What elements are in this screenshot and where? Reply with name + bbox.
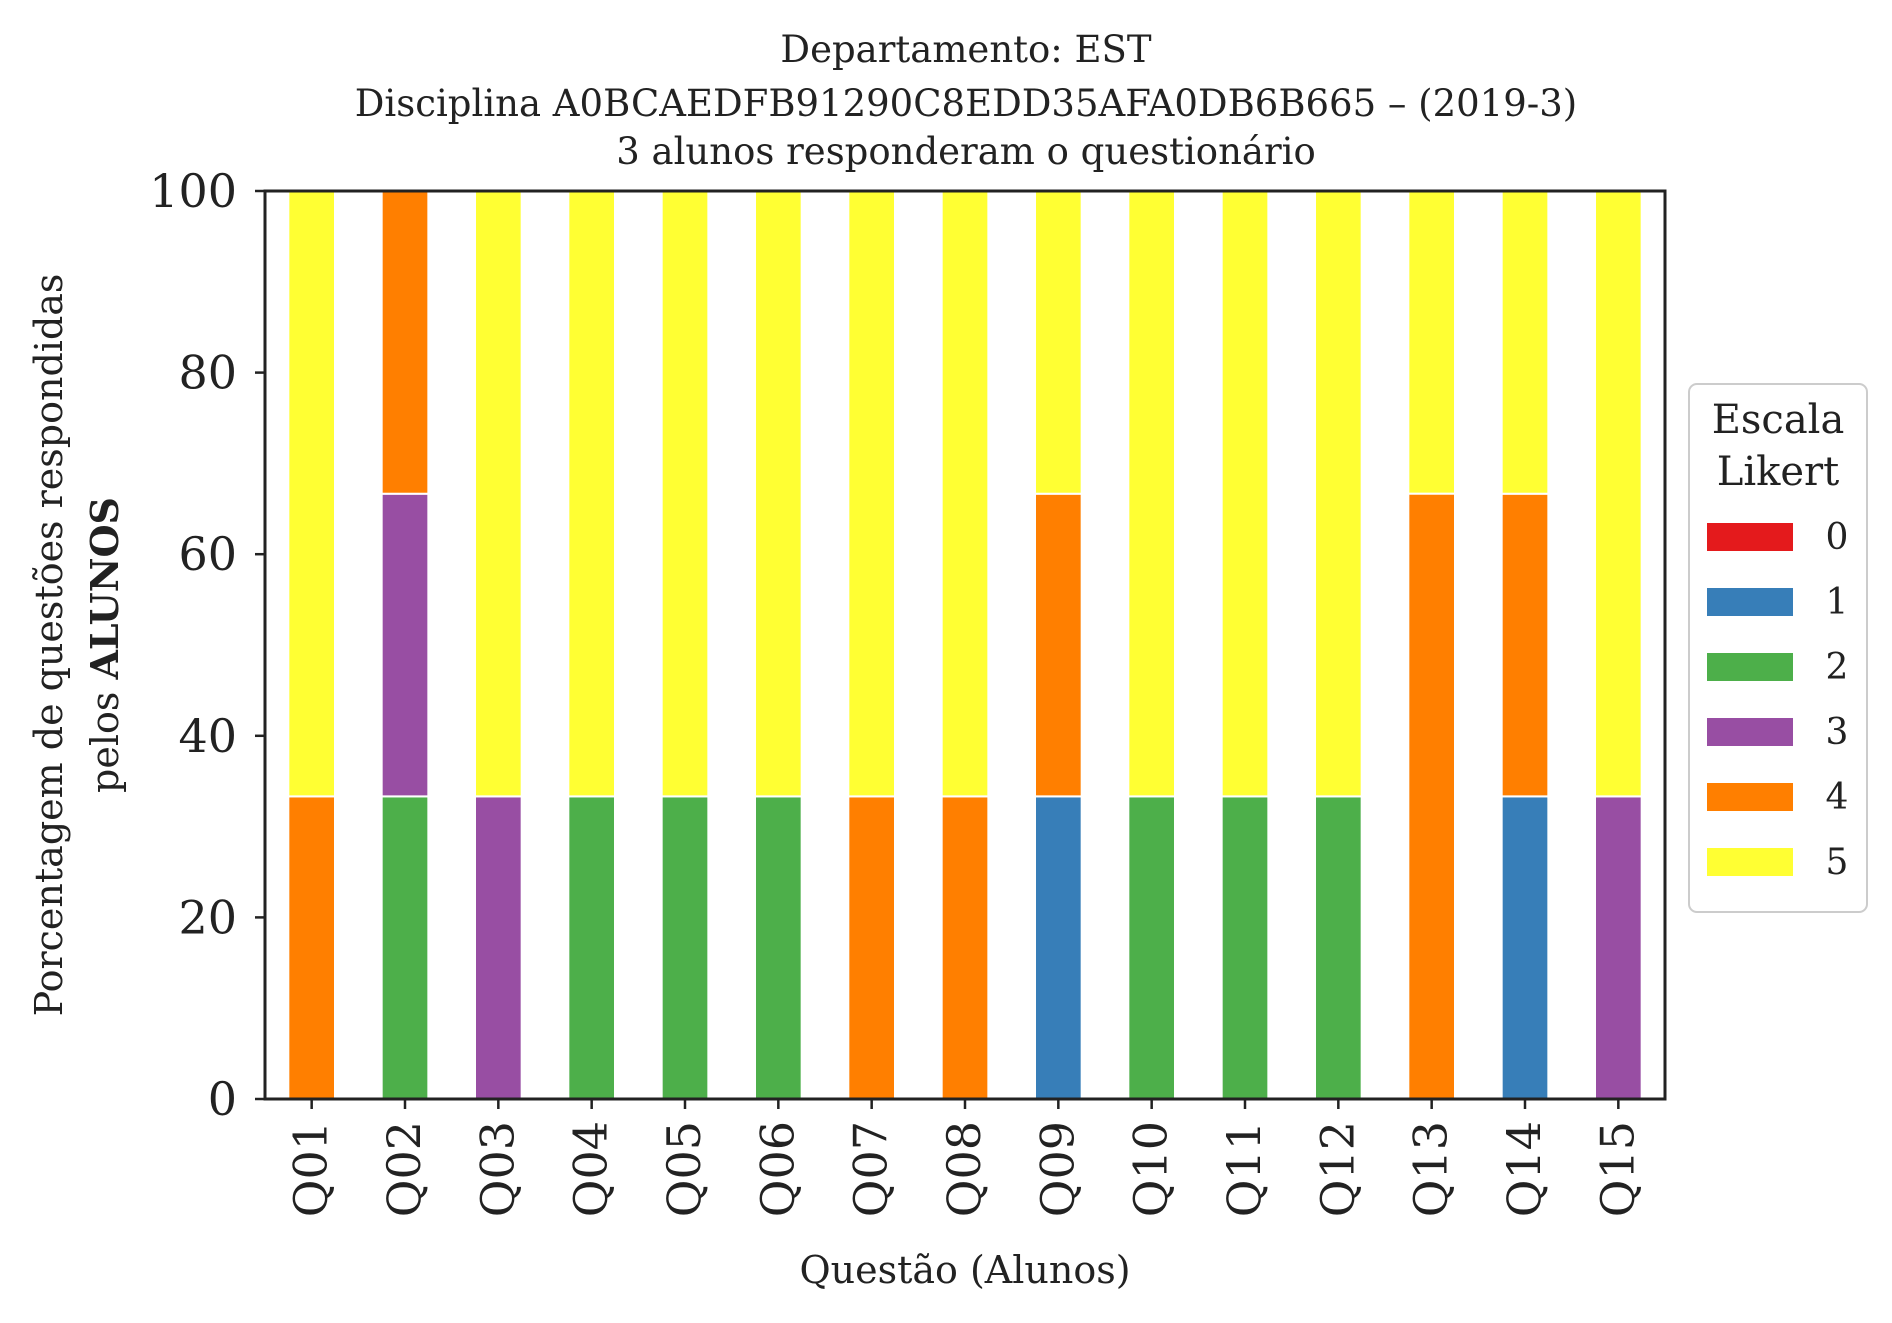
bar-segment-q08-likert-4 xyxy=(940,795,990,1100)
bar-segment-q13-likert-4 xyxy=(1407,492,1456,1100)
x-tick-label-q08: Q08 xyxy=(937,1121,991,1217)
bar-segment-q12-likert-5 xyxy=(1314,190,1363,798)
bar-segment-q05-likert-5 xyxy=(660,190,710,798)
y-tick-label-80: 80 xyxy=(178,346,237,400)
legend-swatch-1 xyxy=(1707,588,1793,616)
y-axis-label-line1: Porcentagem de questões respondidas xyxy=(27,274,71,1017)
legend-label-1: 1 xyxy=(1826,582,1849,623)
legend-frame xyxy=(1688,383,1868,913)
bar-segment-q15-likert-5 xyxy=(1594,190,1643,798)
legend-label-3: 3 xyxy=(1826,712,1849,753)
bar-segment-q11-likert-5 xyxy=(1220,190,1270,798)
y-tick-label-0: 0 xyxy=(208,1072,237,1126)
bar-segment-q14-likert-4 xyxy=(1500,492,1550,798)
bar-segment-q02-likert-3 xyxy=(380,492,430,798)
bar-segment-q08-likert-5 xyxy=(940,190,990,798)
x-tick-label-q05: Q05 xyxy=(657,1121,711,1217)
bar-segment-q09-likert-4 xyxy=(1034,492,1083,798)
x-tick-label-q07: Q07 xyxy=(844,1121,898,1217)
x-tick-label-q06: Q06 xyxy=(750,1121,804,1217)
y-axis-label-prefix: pelos xyxy=(83,680,127,793)
bar-segment-q07-likert-4 xyxy=(847,795,897,1100)
bar-segment-q03-likert-5 xyxy=(474,190,523,798)
bar-segment-q04-likert-5 xyxy=(567,190,617,798)
legend-label-2: 2 xyxy=(1826,647,1849,688)
x-tick-label-q12: Q12 xyxy=(1310,1121,1364,1217)
bar-segment-q14-likert-1 xyxy=(1500,795,1550,1100)
bar-segment-q01-likert-4 xyxy=(287,795,336,1100)
x-tick-label-q13: Q13 xyxy=(1404,1121,1458,1217)
y-tick-label-60: 60 xyxy=(178,527,237,581)
bar-segment-q02-likert-4 xyxy=(380,190,430,495)
legend-swatch-3 xyxy=(1707,718,1793,746)
bar-segment-q06-likert-5 xyxy=(754,190,803,798)
bar-segment-q10-likert-5 xyxy=(1127,190,1176,798)
bar-segment-q12-likert-2 xyxy=(1314,795,1363,1100)
x-tick-label-q02: Q02 xyxy=(377,1121,431,1217)
y-axis-ticks: 0 20 40 60 80 100 xyxy=(149,164,265,1126)
legend-label-5: 5 xyxy=(1826,842,1849,883)
bar-segment-q04-likert-2 xyxy=(567,795,617,1100)
bar-segment-q14-likert-5 xyxy=(1500,190,1550,495)
chart-subtitle-respondents: 3 alunos responderam o questionário xyxy=(616,130,1316,173)
y-tick-label-20: 20 xyxy=(178,890,237,944)
bar-segment-q01-likert-5 xyxy=(287,190,336,798)
legend-swatch-5 xyxy=(1707,848,1793,876)
bar-segment-q15-likert-3 xyxy=(1594,795,1643,1100)
bar-segment-q09-likert-1 xyxy=(1034,795,1083,1100)
x-axis-ticks: Q01 Q02 Q03 Q04 Q05 Q06 Q07 Q08 Q09 Q10 Q11 Q12 Q13 Q… xyxy=(284,1099,1644,1217)
bar-segment-q05-likert-2 xyxy=(660,795,710,1100)
legend: Escala Likert 0 1 2 3 4 5 xyxy=(1688,383,1868,913)
legend-items: 0 1 2 3 4 5 xyxy=(1707,517,1848,883)
plot-frame xyxy=(263,189,1667,1101)
bar-segment-q02-likert-2 xyxy=(380,795,430,1100)
legend-label-0: 0 xyxy=(1826,517,1849,558)
y-axis-label-bold: ALUNOS xyxy=(82,497,127,681)
x-tick-label-q11: Q11 xyxy=(1217,1121,1271,1217)
x-tick-label-q04: Q04 xyxy=(564,1121,618,1217)
bar-segment-q07-likert-5 xyxy=(847,190,897,798)
x-tick-label-q01: Q01 xyxy=(284,1121,338,1217)
bar-segment-q09-likert-5 xyxy=(1034,190,1083,495)
chart-subtitle: Disciplina A0BCAEDFB91290C8EDD35AFA0DB6B… xyxy=(355,82,1577,125)
x-tick-label-q14: Q14 xyxy=(1497,1121,1551,1217)
x-tick-label-q03: Q03 xyxy=(470,1121,524,1217)
bar-segment-q03-likert-3 xyxy=(474,795,523,1100)
legend-label-4: 4 xyxy=(1826,777,1849,818)
bar-segment-q11-likert-2 xyxy=(1220,795,1270,1100)
bar-segment-q10-likert-2 xyxy=(1127,795,1176,1100)
x-tick-label-q10: Q10 xyxy=(1124,1121,1178,1217)
legend-swatch-0 xyxy=(1707,523,1793,551)
x-tick-label-q15: Q15 xyxy=(1590,1121,1644,1217)
bars-group xyxy=(287,190,1643,1100)
legend-swatch-2 xyxy=(1707,653,1793,681)
legend-title-line1: Escala xyxy=(1712,397,1845,443)
bar-segment-q13-likert-5 xyxy=(1407,190,1456,495)
y-tick-label-40: 40 xyxy=(178,709,237,763)
legend-title-line2: Likert xyxy=(1717,449,1839,495)
y-axis-label-line2: pelos ALUNOS xyxy=(82,497,127,793)
chart-title: Departamento: EST xyxy=(780,28,1151,71)
legend-swatch-4 xyxy=(1707,783,1793,811)
x-axis-label: Questão (Alunos) xyxy=(799,1248,1130,1292)
y-tick-label-100: 100 xyxy=(149,164,237,218)
x-tick-label-q09: Q09 xyxy=(1030,1121,1084,1217)
bar-segment-q06-likert-2 xyxy=(754,795,803,1100)
